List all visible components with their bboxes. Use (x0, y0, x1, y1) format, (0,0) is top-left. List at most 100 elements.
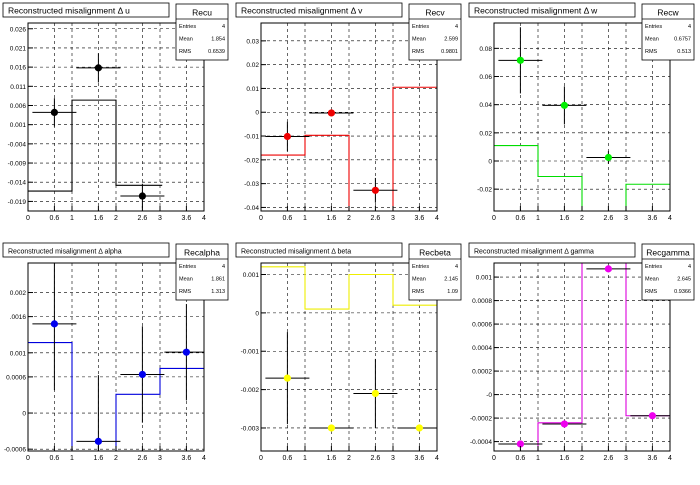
marker-dot (560, 101, 568, 109)
chart-panel: 0 0.6 1 1.6 2 2.6 3 3.6 4 0.026 0.021 0.016 0.011 0.0… (0, 0, 233, 240)
x-tick-label: 1 (70, 215, 74, 222)
x-tick-label: 0 (259, 455, 263, 462)
y-tick-label: 0.02 (246, 62, 259, 69)
data-point (164, 303, 204, 401)
stats-label: RMS (179, 49, 192, 55)
x-tick-label: 3.6 (182, 215, 192, 222)
x-tick-label: 1 (303, 215, 307, 222)
y-tick-label: 0.016 (10, 65, 27, 72)
stats-value: 1.861 (211, 277, 225, 283)
stats-name: Recw (657, 8, 679, 18)
marker-dot (516, 56, 524, 64)
y-tick-label: -0.003 (241, 425, 260, 432)
x-tick-label: 0 (492, 215, 496, 222)
y-tick-label: 0.0004 (472, 345, 492, 352)
marker-dot (604, 265, 612, 273)
stats-label: Entries (645, 264, 662, 270)
chart-title: Reconstructed misalignment Δ u (2, 2, 170, 18)
marker-dot (138, 370, 146, 379)
x-tick-label: 1.6 (327, 455, 337, 462)
stats-value: 1.854 (211, 37, 225, 43)
stats-name: Recu (192, 8, 212, 18)
x-tick-label: 0 (26, 215, 30, 222)
chart-panel: 0 0.6 1 1.6 2 2.6 3 3.6 4 0.001 0.0008 0.0006 0.0004… (466, 240, 700, 480)
x-tick-label: 3.6 (648, 455, 658, 462)
y-tick-label: -0.004 (8, 141, 27, 148)
chart-title: Reconstructed misalignment Δ gamma (468, 242, 636, 258)
marker-dot (50, 108, 59, 116)
marker-dot (94, 437, 102, 445)
y-tick-label: -0.0006 (4, 447, 26, 454)
title-box (2, 242, 170, 258)
title-text: Reconstructed misalignment Δ v (241, 6, 363, 16)
data-point (265, 332, 310, 425)
x-tick-label: 3 (158, 215, 162, 222)
y-tick-label: -0 (486, 392, 492, 399)
y-tick-label: 0.001 (10, 350, 27, 357)
y-tick-label: 0.0006 (6, 374, 26, 381)
x-tick-label: 3 (624, 215, 628, 222)
chart-svg: 0 0.6 1 1.6 2 2.6 3 3.6 40.002.00160.0010.00060-… (2, 242, 229, 462)
data-point (120, 183, 165, 209)
stats-name: Recbeta (419, 248, 451, 258)
histogram-outline (28, 341, 204, 451)
x-tick-label: 1 (536, 455, 540, 462)
chart-svg: 0 0.6 1 1.6 2 2.6 3 3.6 4 0.03 0.02 0.01 0 -0.01 -0.02… (235, 2, 462, 222)
x-tick-label: 2 (114, 455, 118, 462)
y-tick-label: 0.001 (243, 272, 260, 279)
y-tick-label: -0.0002 (470, 416, 492, 423)
chart-title: Reconstructed misalignment Δ beta (235, 242, 403, 258)
chart-title: Reconstructed misalignment Δ alpha (2, 242, 170, 258)
y-tick-label: 0.0008 (472, 298, 492, 305)
x-tick-label: 1.6 (327, 215, 337, 222)
stats-value: 2.599 (444, 37, 458, 43)
histogram-outline (261, 266, 437, 310)
x-tick-label: 0 (492, 455, 496, 462)
stats-label: Entries (645, 24, 662, 30)
stats-label: RMS (412, 49, 425, 55)
y-tick-label: 0.01 (246, 86, 259, 93)
x-tick-label: 3.6 (415, 455, 425, 462)
stats-value: 4 (688, 24, 691, 30)
stats-label: Mean (412, 37, 426, 43)
stats-value: 4 (455, 264, 458, 270)
stats-box: Recv Entries 4 Mean 2.599 RMS 0.9801 (408, 3, 462, 61)
title-box (468, 242, 636, 258)
x-tick-label: 4 (435, 455, 439, 462)
x-tick-label: 2 (580, 455, 584, 462)
data-point (586, 265, 631, 273)
title-box (2, 2, 170, 18)
stats-frame (641, 3, 695, 61)
stats-box: Recu Entries 4 Mean 1.854 RMS 0.6539 (175, 3, 229, 61)
x-tick-label: 0.6 (516, 455, 526, 462)
histogram-outline (494, 144, 670, 211)
x-tick-label: 0.6 (516, 215, 526, 222)
x-tick-label: 2.6 (138, 215, 148, 222)
marker-dot (371, 389, 379, 398)
data-point (498, 27, 543, 94)
histogram-outline (261, 86, 437, 211)
marker-dot (604, 153, 612, 162)
data-point (309, 424, 354, 432)
stats-label: Mean (645, 277, 659, 283)
y-tick-label: -0.002 (241, 387, 260, 394)
stats-value: 0.9366 (674, 289, 691, 295)
stats-value: 0.513 (677, 49, 691, 55)
x-tick-label: 3 (624, 455, 628, 462)
x-tick-label: 4 (668, 455, 672, 462)
y-tick-label: -0.0004 (470, 439, 492, 446)
y-tick-label: -0.04 (244, 205, 259, 212)
marker-dot (283, 132, 291, 141)
stats-box: Recalpha Entries 4 Mean 1.861 RMS 1.313 (175, 243, 229, 301)
stats-frame (175, 3, 229, 61)
marker-dot (560, 420, 568, 428)
x-tick-label: 1.6 (94, 215, 104, 222)
x-tick-label: 2.6 (604, 455, 614, 462)
stats-value: 1.313 (211, 289, 225, 295)
x-tick-label: 1.6 (560, 455, 570, 462)
y-tick-label: 0.026 (10, 26, 27, 33)
title-box (235, 242, 403, 258)
data-point (353, 358, 398, 428)
stats-value: 4 (688, 264, 691, 270)
chart-svg: 0 0.6 1 1.6 2 2.6 3 3.6 4 0.001 0 -0.001 -0.002 -0.00… (235, 242, 462, 462)
